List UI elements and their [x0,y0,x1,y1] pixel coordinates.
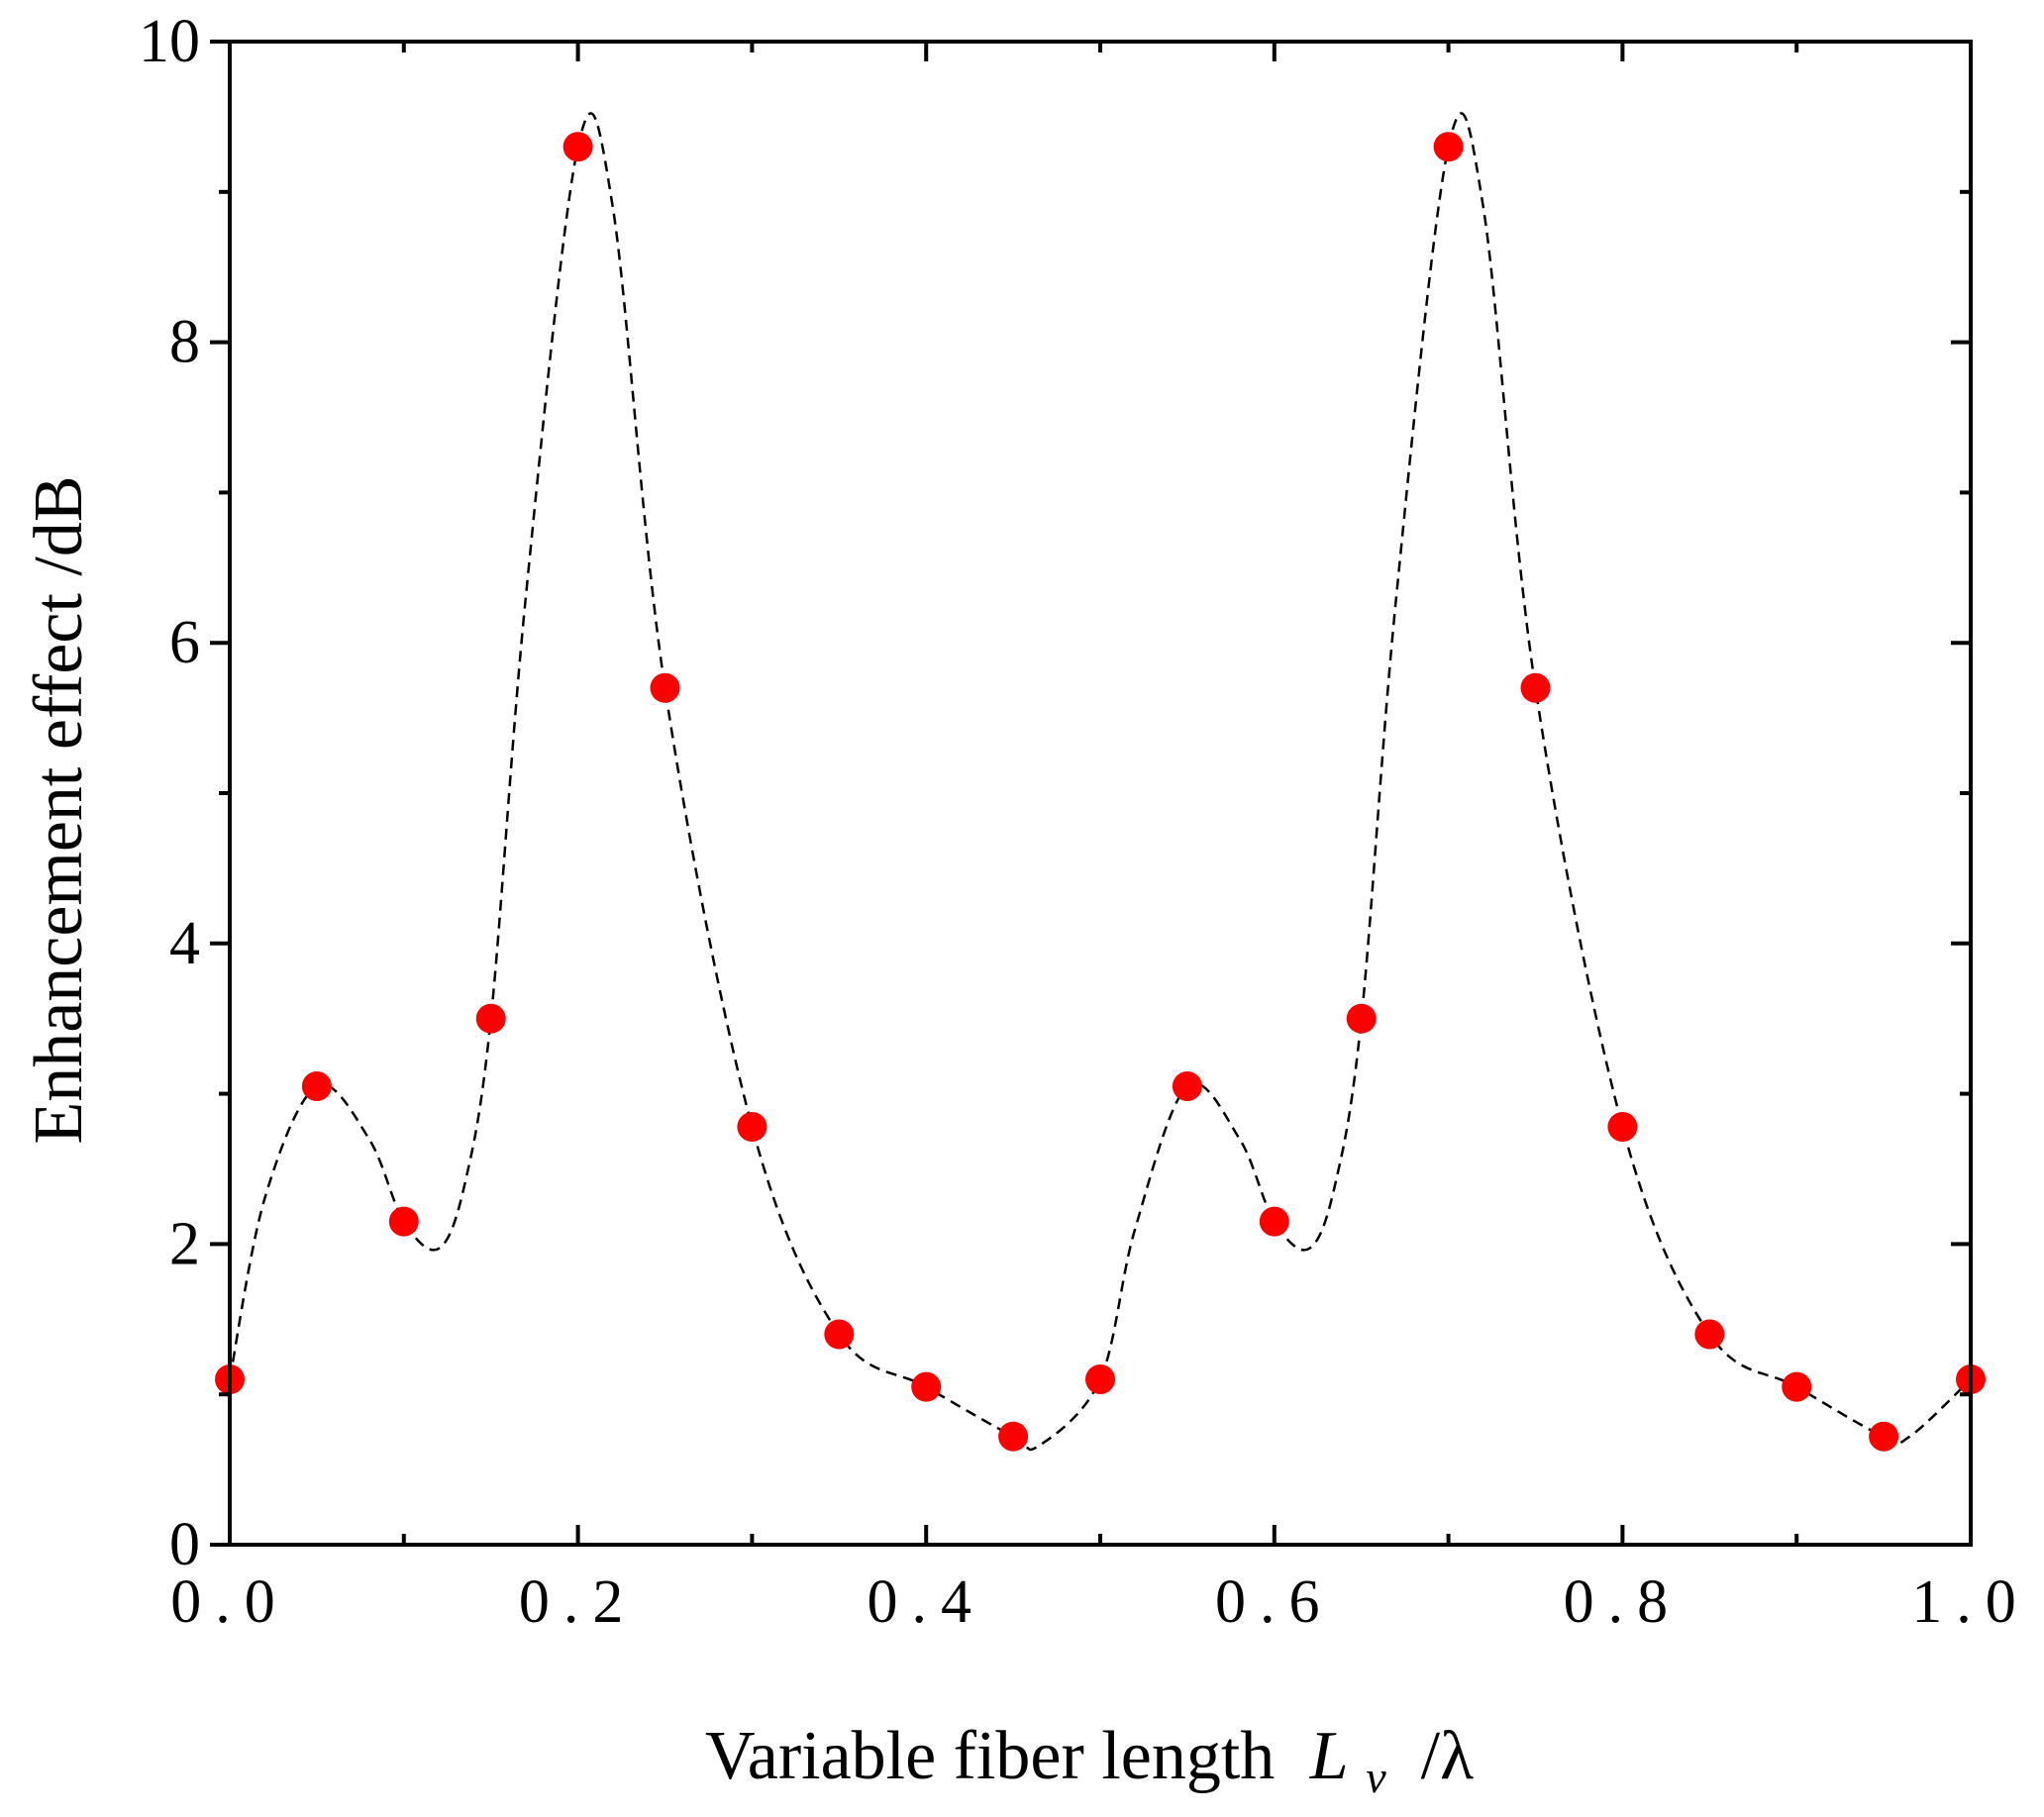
data-point [301,1071,332,1102]
data-point [737,1111,767,1142]
fit-line-layer [228,112,1972,1452]
y-tick-label: 8 [169,309,200,376]
data-point [998,1421,1029,1452]
plot-frame [228,40,1973,1547]
fit-line [228,112,1972,1452]
data-point [1694,1319,1725,1350]
x-tick-label: 0.8 [1564,1568,1683,1636]
data-point [475,1003,506,1034]
y-tick-label: 2 [169,1210,200,1277]
data-point [1607,1111,1638,1142]
y-axis-title: Enhancement effect /dB [21,475,97,1144]
x-tick-label: 0.2 [519,1568,638,1636]
data-point [1869,1421,1899,1452]
x-axis-title: Variable fiber length L v /λ [705,1718,1474,1808]
data-point [911,1371,942,1402]
plot-frame-rect [228,40,1973,1547]
x-tick-label: 0.0 [170,1568,289,1636]
data-point [1782,1371,1812,1402]
data-point [1085,1364,1115,1395]
y-tick-label: 6 [169,609,200,676]
x-axis-title-text: Variable fiber length [705,1718,1275,1794]
axis-ticks [210,40,1973,1547]
data-point [650,672,680,703]
data-point [824,1319,855,1350]
tick-labels: 0.0 0.2 0.4 0.6 0.8 1.0 0 2 4 6 8 10 [139,8,2030,1636]
data-marker-layer [215,132,1986,1452]
y-tick-label: 0 [169,1511,200,1578]
data-point [562,132,593,162]
data-point [1433,132,1464,162]
x-axis-title-subscript: v [1366,1752,1386,1802]
x-axis-title-unit: /λ [1403,1718,1474,1794]
x-tick-label: 0.4 [867,1568,985,1636]
y-tick-label: 10 [139,8,200,75]
data-point [1259,1206,1289,1237]
y-tick-label: 4 [169,910,200,977]
x-tick-label: 1.0 [1911,1568,2030,1636]
data-point [1346,1003,1377,1034]
data-point [1520,672,1551,703]
x-axis-title-variable: L [1309,1718,1349,1794]
data-point [1172,1071,1202,1102]
data-point [388,1206,419,1237]
x-tick-label: 0.6 [1215,1568,1334,1636]
